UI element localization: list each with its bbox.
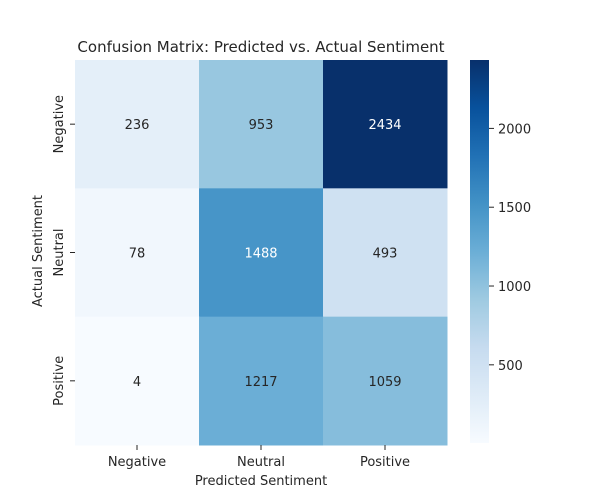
x-axis-label: Predicted Sentiment	[195, 474, 327, 489]
y-tick-label: Positive	[52, 356, 67, 406]
chart-title: Confusion Matrix: Predicted vs. Actual S…	[77, 38, 444, 56]
colorbar-tick-label: 500	[498, 359, 523, 374]
heatmap-cell-label: 1059	[368, 375, 401, 390]
colorbar-tick-label: 2000	[498, 122, 531, 137]
y-tick-label: Negative	[52, 95, 67, 153]
heatmap-cell	[323, 316, 448, 446]
y-axis-label: Actual Sentiment	[31, 195, 46, 307]
heatmap-cell	[75, 60, 200, 189]
heatmap-cell	[75, 316, 200, 446]
heatmap-cell-label: 2434	[368, 118, 401, 133]
x-tick-label: Negative	[108, 455, 166, 470]
colorbar-tick-label: 1000	[498, 280, 531, 295]
heatmap-cell	[323, 60, 448, 189]
heatmap-cells	[75, 60, 448, 446]
heatmap-cell-label: 78	[129, 246, 146, 261]
colorbar-tick-label: 1500	[498, 201, 531, 216]
heatmap-cell-label: 236	[125, 118, 150, 133]
heatmap-cell-label: 1217	[244, 375, 277, 390]
heatmap-cell-label: 953	[249, 118, 274, 133]
colorbar-ticks: 500 1000 1500 2000	[489, 122, 531, 374]
heatmap-cell	[323, 188, 448, 318]
y-axis-ticks: Negative Neutral Positive	[52, 95, 75, 406]
heatmap-cell	[75, 188, 200, 318]
heatmap-cell	[199, 188, 324, 318]
heatmap-cell-label: 4	[133, 375, 141, 390]
x-tick-label: Positive	[360, 455, 410, 470]
heatmap-cell-label: 1488	[244, 246, 277, 261]
heatmap-cell	[199, 316, 324, 446]
heatmap-cell-labels: 236 953 2434 78 1488 493 4 1217 1059	[125, 118, 402, 390]
heatmap-cell	[199, 60, 324, 189]
y-tick-label: Neutral	[52, 229, 67, 277]
x-tick-label: Neutral	[237, 455, 285, 470]
heatmap-cell-label: 493	[373, 246, 398, 261]
colorbar	[470, 60, 489, 443]
x-axis-ticks: Negative Neutral Positive	[108, 444, 410, 470]
